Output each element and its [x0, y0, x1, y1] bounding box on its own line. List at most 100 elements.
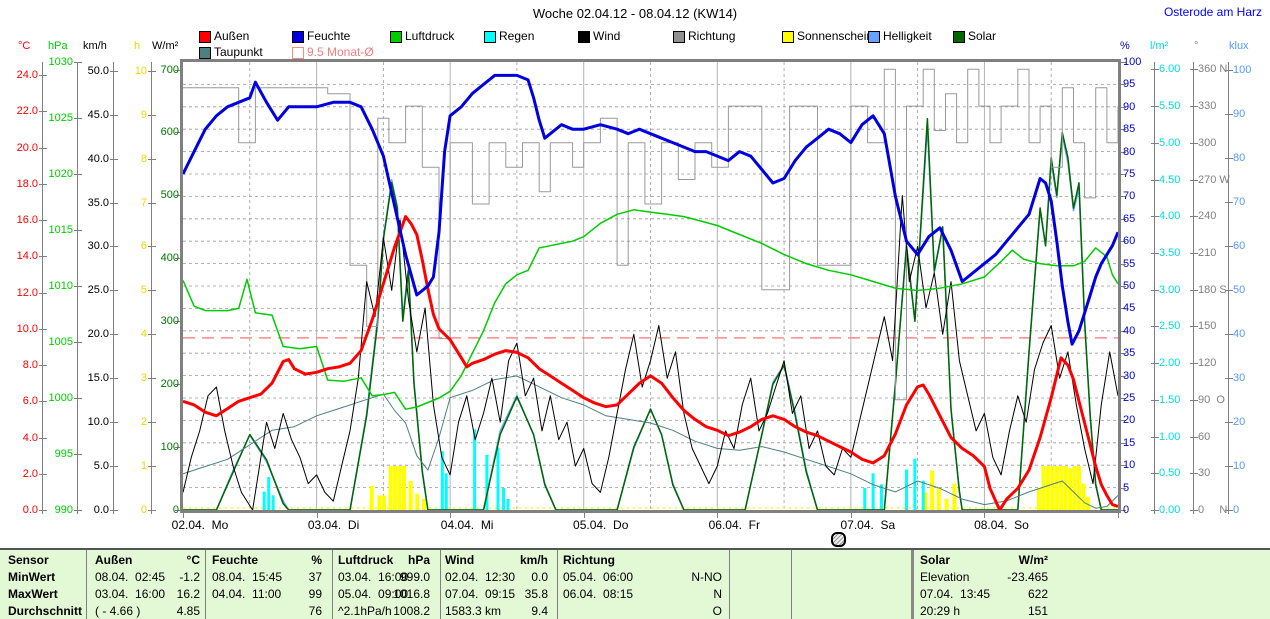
table-cell-time: ( - 4.66 ): [95, 604, 141, 618]
table-col-unit: %: [311, 553, 322, 567]
axis-tick-label: 0: [140, 504, 147, 516]
series-sonnenschein-bar: [1059, 466, 1064, 510]
table-cell-time: 07.04. 09:15: [445, 587, 516, 601]
table-cell-time: 03.04. 16:00: [95, 587, 166, 601]
axis-tick: [148, 71, 156, 72]
axis-tick-label: 15: [1123, 436, 1136, 449]
series-sonnenschein-bar: [1063, 466, 1068, 510]
table-cell-value: 76: [308, 604, 322, 618]
axis-tick: [1225, 246, 1233, 247]
table-cell-time: Elevation: [920, 570, 970, 584]
axis-tick-label: 10.0: [16, 322, 38, 335]
axis-tick-label: 30.0: [87, 240, 109, 253]
legend-label: Taupunkt: [214, 45, 263, 59]
axis-tick-label: 40: [1233, 327, 1246, 340]
axis-tick: [39, 111, 47, 112]
legend-label: Sonnenschein: [797, 29, 874, 43]
axis-tick: [74, 454, 82, 455]
axis-tick: [74, 510, 82, 511]
axis-tick: [1118, 488, 1126, 489]
axis-tick-label: 2.00: [1159, 357, 1181, 370]
series-sonnenschein-bar: [1036, 488, 1041, 510]
axis-tick: [1151, 106, 1159, 107]
axis-tick: [1190, 473, 1198, 474]
axis-tick: [1118, 376, 1126, 377]
axis-tick: [1118, 107, 1126, 108]
axis-tick-label: 990: [54, 504, 73, 516]
series-sonnenschein-bar: [401, 466, 406, 510]
day-label: 08.04. So: [974, 518, 1029, 532]
axis-tick: [1118, 443, 1126, 444]
legend-swatch-taupunkt: [199, 47, 211, 59]
page-title: Woche 02.04.12 - 08.04.12 (KW14): [532, 6, 738, 21]
table-cell-time: 20:29 h: [920, 604, 961, 618]
axis-tick-label: 300: [160, 315, 179, 328]
axis-tick-label: 600: [160, 126, 179, 139]
axis-tick: [1151, 326, 1159, 327]
axis-tick: [1190, 69, 1198, 70]
axis-tick-label: 4.50: [1159, 173, 1181, 186]
axis-tick: [1225, 510, 1233, 511]
table-cell-value: -23.465: [1007, 570, 1048, 584]
axis-tick: [175, 510, 183, 511]
axis-tick-label: 1000: [48, 392, 73, 404]
axis-tick: [1151, 437, 1159, 438]
legend-swatch-sonnenschein: [782, 31, 794, 43]
axis-tick: [74, 398, 82, 399]
axis-tick: [1190, 363, 1198, 364]
table-row-header: Durchschnitt: [8, 604, 83, 618]
axis-tick-label: 6.00: [1159, 63, 1181, 76]
axis-tick: [1118, 174, 1126, 175]
axis-tick-label: 0: [172, 504, 179, 516]
axis-tick: [74, 174, 82, 175]
table-row-header: MinWert: [8, 570, 56, 584]
axis-tick: [74, 230, 82, 231]
table-cell-value: 622: [1027, 587, 1048, 601]
axis-tick-label: 1.00: [1159, 430, 1181, 443]
axis-tick: [1118, 398, 1126, 399]
axis-tick-label: 45.0: [87, 108, 109, 121]
axis-tick: [1190, 326, 1198, 327]
day-label: 06.04. Fr: [708, 518, 760, 532]
axis-tick: [110, 71, 118, 72]
axis-tick: [1190, 437, 1198, 438]
axis-tick: [1118, 196, 1126, 197]
series-regen-bar: [271, 495, 275, 510]
series-sonnenschein-bar: [936, 488, 941, 510]
legend-label: Feuchte: [307, 29, 351, 43]
axis-tick: [39, 510, 47, 511]
series-feuchte: [183, 73, 1118, 346]
legend-label: Regen: [499, 29, 535, 43]
day-tick: [984, 513, 985, 518]
table-divider-thick: [911, 550, 914, 619]
axis-tick-label: 35: [1123, 347, 1136, 360]
axis-tick: [1225, 114, 1233, 115]
series-regen-bar: [473, 429, 477, 510]
axis-tick-label: 90 O: [1198, 393, 1225, 406]
axis-tick: [39, 148, 47, 149]
axis-tick: [1118, 331, 1126, 332]
axis-tick-label: 10.0: [87, 416, 109, 429]
axis-tick-label: 0.00: [1159, 504, 1181, 516]
table-col-header: Richtung: [563, 553, 615, 567]
axis-tick-label: 210: [1198, 246, 1217, 259]
table-cell-value: 9.4: [531, 604, 548, 618]
axis-tick-label: 30: [1198, 467, 1211, 480]
axis-line: [1228, 62, 1229, 514]
axis-tick: [1118, 152, 1126, 153]
series-sonnenschein-bar: [952, 483, 957, 510]
axis-line: [42, 62, 43, 514]
axis-tick-label: 60: [1198, 430, 1211, 443]
table-cell-time: 1583.3 km: [445, 604, 502, 618]
axis-tick: [148, 159, 156, 160]
axis-tick-label: 5.00: [1159, 136, 1181, 149]
table-col-header: Luftdruck: [338, 553, 394, 567]
series-sonnenschein-bar: [1072, 466, 1077, 510]
axis-tick: [1118, 465, 1126, 466]
axis-tick-label: 50: [1233, 283, 1246, 296]
table-col-unit: W/m²: [1018, 553, 1048, 567]
axis-tick-label: 24.0: [16, 69, 38, 82]
axis-tick: [74, 62, 82, 63]
table-cell-time: 03.04. 16:00: [338, 570, 409, 584]
axis-line: [1193, 62, 1194, 514]
